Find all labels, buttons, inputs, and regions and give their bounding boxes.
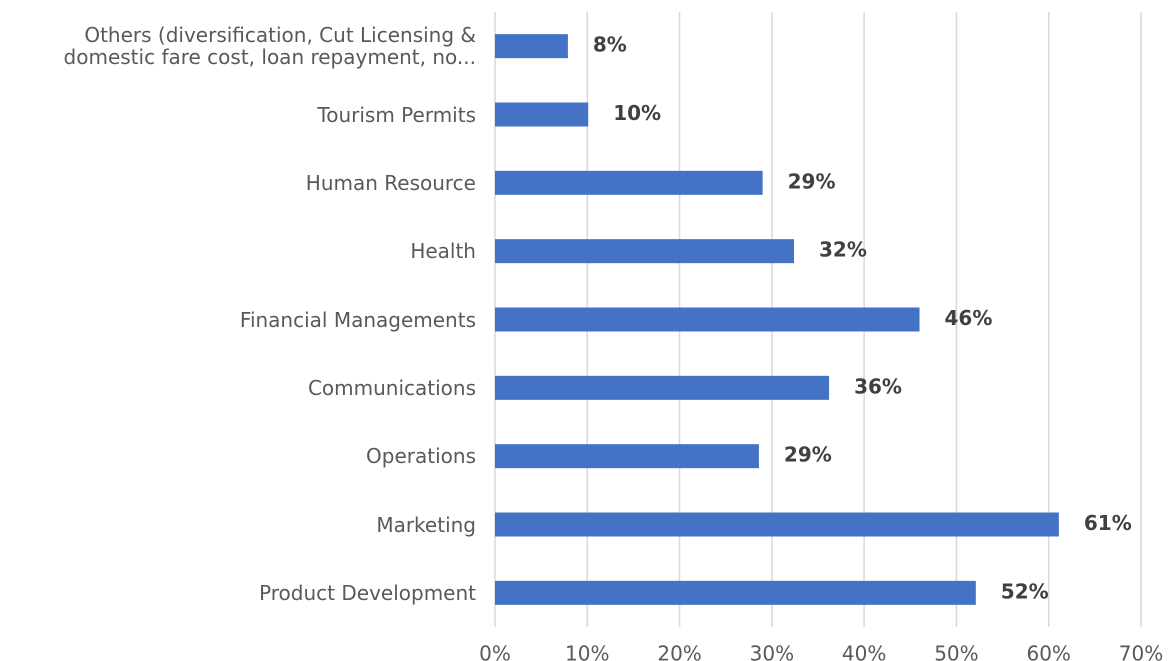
x-tick-label: 40%: [842, 642, 886, 661]
bar: [495, 580, 976, 605]
y-tick-label: Others (diversification, Cut Licensing &…: [63, 23, 476, 70]
bar: [495, 34, 568, 59]
bar: [495, 512, 1059, 537]
data-label: 8%: [593, 33, 627, 57]
y-tick-label: Communications: [307, 375, 476, 400]
bar: [495, 375, 830, 400]
bar: [495, 102, 589, 127]
bar: [495, 170, 763, 195]
y-tick-label: Operations: [366, 444, 476, 469]
data-label: 36%: [854, 374, 902, 398]
x-tick-label: 70%: [1119, 642, 1163, 661]
data-label: 46%: [945, 306, 993, 330]
data-label: 52%: [1001, 579, 1049, 603]
bar: [495, 307, 920, 332]
y-tick-label: Financial Managements: [239, 307, 476, 332]
x-tick-label: 30%: [750, 642, 794, 661]
data-label: 29%: [788, 169, 836, 193]
data-label: 32%: [819, 238, 867, 262]
x-tick-label: 60%: [1026, 642, 1070, 661]
data-label: 29%: [784, 443, 832, 467]
x-tick-label: 0%: [479, 642, 511, 661]
y-tick-label: Human Resource: [305, 170, 476, 195]
bar: [495, 239, 795, 264]
x-tick-label: 50%: [934, 642, 978, 661]
bar: [495, 444, 759, 469]
y-tick-label: Health: [410, 239, 476, 264]
y-tick-label: Tourism Permits: [317, 102, 476, 127]
data-label: 61%: [1084, 511, 1132, 535]
y-tick-label: Product Development: [259, 580, 476, 605]
data-label: 10%: [613, 101, 661, 125]
x-tick-label: 10%: [565, 642, 609, 661]
y-tick-label: Marketing: [376, 512, 476, 537]
x-tick-label: 20%: [657, 642, 701, 661]
